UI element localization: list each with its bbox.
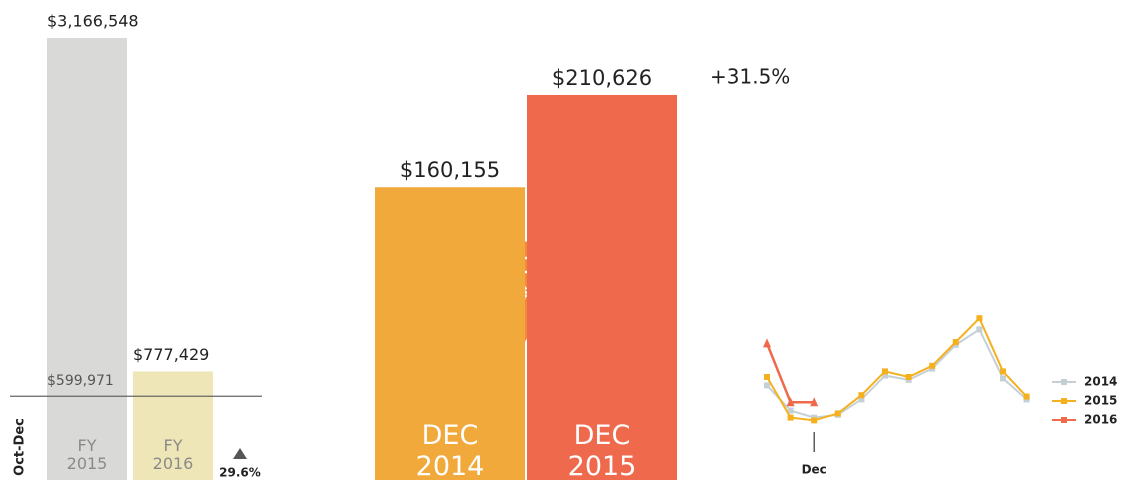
value-label: $160,155 [400, 158, 500, 182]
value-label: $3,166,548 [47, 11, 139, 30]
category-label: DEC 2014 [415, 420, 485, 483]
reference-label: $599,971 [47, 373, 114, 389]
value-label: $210,626 [552, 66, 652, 90]
bar [375, 187, 525, 480]
legend-label: 2014 [1084, 375, 1117, 389]
point [1000, 375, 1006, 382]
point [811, 417, 818, 424]
legend-label: 2016 [1084, 413, 1117, 427]
point [834, 410, 841, 417]
change-label: 29.6% [219, 466, 261, 480]
point [976, 326, 983, 333]
change-label: +31.5% [710, 65, 790, 89]
point [929, 362, 936, 369]
value-label: $777,429 [133, 345, 209, 364]
point [858, 392, 865, 399]
point [976, 315, 983, 322]
point [882, 372, 888, 379]
bar [527, 94, 677, 480]
point [787, 407, 794, 414]
legend-marker [1061, 417, 1067, 423]
legend-marker [1061, 379, 1067, 385]
point [786, 397, 795, 407]
point [787, 414, 794, 421]
legend-label: 2015 [1084, 394, 1117, 408]
point [1000, 368, 1006, 375]
point [905, 374, 912, 380]
bar [133, 371, 213, 480]
point [858, 396, 865, 403]
legend-marker [1061, 398, 1067, 404]
point [764, 382, 770, 389]
line-2014 [766, 327, 1028, 419]
point [882, 368, 888, 375]
point [810, 397, 819, 407]
point [952, 339, 959, 345]
category-label: FY 2016 [152, 436, 194, 474]
bar [47, 37, 127, 480]
category-label: DEC 2015 [567, 420, 637, 483]
point [1023, 393, 1030, 400]
x-tick-label: Dec [802, 463, 827, 477]
reference-name: Oct-Dec [13, 418, 28, 476]
point [764, 374, 770, 380]
category-label: FY 2015 [66, 436, 108, 474]
up-arrow [233, 448, 247, 459]
point [763, 338, 771, 348]
line-2015 [766, 316, 1028, 422]
